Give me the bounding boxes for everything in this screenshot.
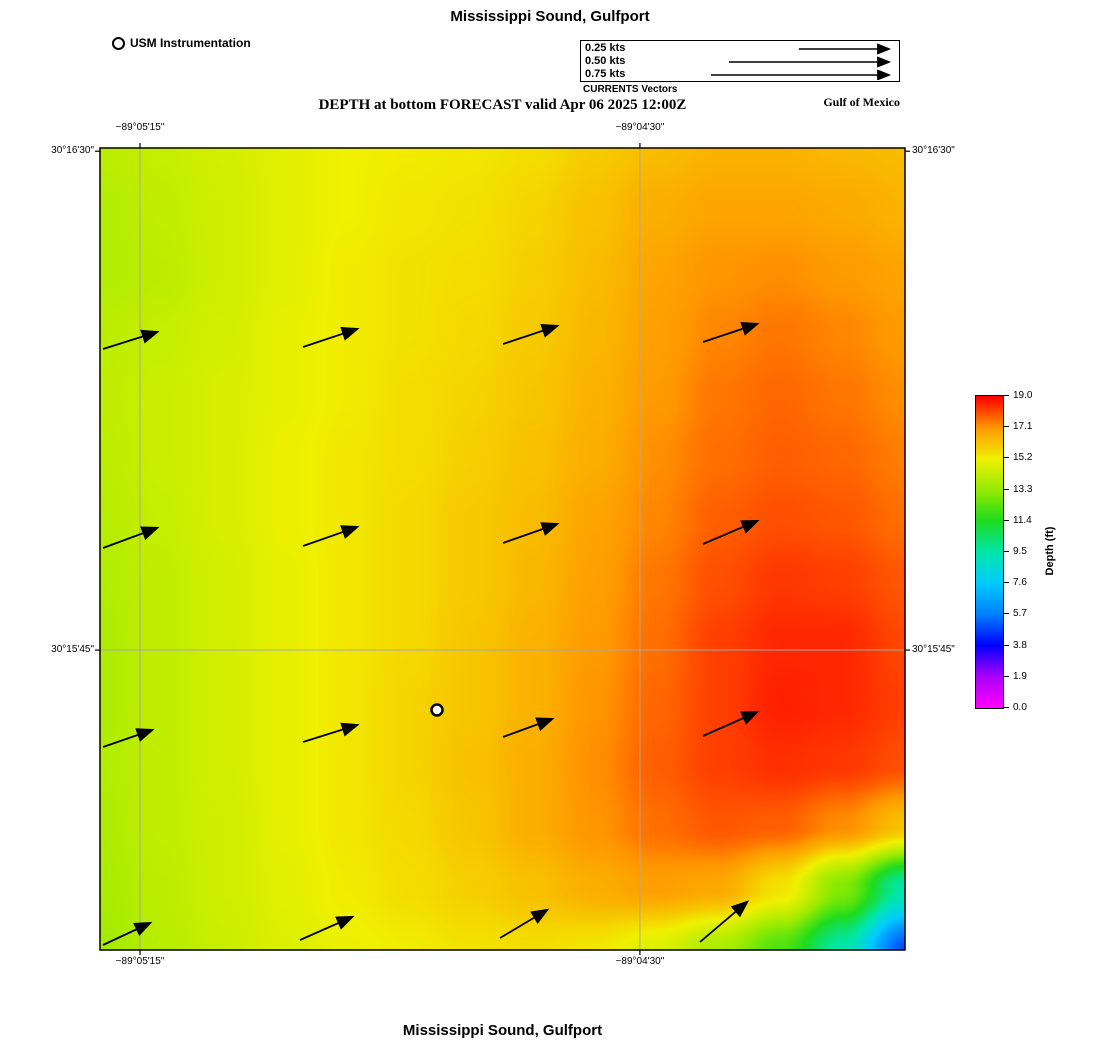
- colorbar-tick: [1004, 613, 1009, 615]
- usm-station-marker: [430, 703, 444, 717]
- axis-label-lat-left-0: 30°16'30": [51, 145, 94, 157]
- station-marker-icon: [112, 36, 125, 50]
- colorbar-tick-label: 11.4: [1013, 514, 1032, 526]
- colorbar-tick: [1004, 707, 1009, 708]
- colorbar-tick: [1004, 519, 1009, 521]
- current-vector-arrow: [702, 710, 760, 737]
- colorbar-tick-label: 5.7: [1013, 608, 1027, 620]
- current-vector-arrow: [699, 900, 750, 943]
- colorbar-tick-label: 19.0: [1013, 390, 1033, 401]
- axis-label-lon-top-0: −89°05'15": [115, 122, 165, 133]
- current-vector-arrow: [302, 722, 360, 743]
- colorbar: [975, 395, 1004, 709]
- colorbar-tick-label: 15.2: [1013, 452, 1033, 464]
- current-vector-arrow: [702, 519, 760, 545]
- currents-vector-key: 0.25 kts 0.50 kts 0.75 kts: [580, 40, 900, 82]
- current-vector-arrow: [502, 717, 555, 738]
- current-vector-arrow: [102, 329, 160, 350]
- current-vector-arrow: [502, 522, 560, 544]
- current-vector-arrow: [499, 908, 550, 939]
- page-title: Mississippi Sound, Gulfport: [450, 8, 650, 25]
- current-vector-arrow: [102, 921, 153, 946]
- current-vector-arrow: [302, 525, 360, 547]
- axis-label-lon-top-1: −89°04'30": [615, 122, 665, 133]
- colorbar-tick-label: 0.0: [1013, 702, 1027, 713]
- current-vector-arrow: [302, 327, 360, 348]
- region-label: Gulf of Mexico: [823, 95, 900, 109]
- colorbar-tick: [1004, 488, 1009, 490]
- instrument-legend: USM Instrumentation: [112, 36, 251, 50]
- footer-title: Mississippi Sound, Gulfport: [402, 1022, 603, 1039]
- axis-label-lat-right-0: 30°16'30": [912, 145, 955, 157]
- colorbar-tick-label: 13.3: [1013, 483, 1033, 495]
- axis-label-lon-bottom-0: −89°05'15": [115, 956, 165, 967]
- colorbar-tick-label: 17.1: [1013, 421, 1033, 433]
- colorbar-tick-label: 9.5: [1013, 546, 1027, 557]
- colorbar-tick: [1004, 551, 1009, 552]
- colorbar-tick-label: 1.9: [1013, 670, 1027, 682]
- colorbar-tick: [1004, 395, 1009, 396]
- forecast-subtitle: DEPTH at bottom FORECAST valid Apr 06 20…: [318, 97, 687, 113]
- instrument-legend-label: USM Instrumentation: [130, 36, 251, 50]
- colorbar-title: Depth (ft): [1044, 526, 1056, 576]
- colorbar-tick: [1004, 582, 1009, 584]
- current-vector-arrow: [502, 324, 560, 345]
- colorbar-tick: [1004, 675, 1009, 677]
- vector-key-labels: 0.25 kts 0.50 kts 0.75 kts: [585, 42, 625, 81]
- vector-key-label-075: 0.75 kts: [585, 68, 626, 80]
- depth-heatmap: [100, 148, 905, 950]
- colorbar-tick-label: 3.8: [1013, 639, 1027, 651]
- colorbar-tick: [1004, 457, 1009, 459]
- axis-label-lon-bottom-1: −89°04'30": [615, 956, 665, 967]
- vector-key-arrows: [711, 43, 892, 80]
- current-vector-arrow: [102, 728, 155, 748]
- current-vector-arrow: [299, 915, 355, 941]
- vector-key-label-025: 0.25 kts: [585, 42, 626, 54]
- colorbar-tick-label: 7.6: [1013, 577, 1027, 589]
- vector-key-label-050: 0.50 kts: [585, 55, 626, 67]
- colorbar-tick: [1004, 644, 1009, 646]
- axis-label-lat-right-1: 30°15'45": [912, 644, 955, 656]
- current-vector-arrow: [702, 322, 760, 343]
- map-overlay: [95, 143, 910, 955]
- vector-key-caption: CURRENTS Vectors: [583, 84, 678, 95]
- map-frame: [99, 147, 906, 951]
- current-vector-arrow: [102, 526, 160, 549]
- axis-label-lat-left-1: 30°15'45": [51, 644, 94, 656]
- colorbar-tick: [1004, 426, 1009, 428]
